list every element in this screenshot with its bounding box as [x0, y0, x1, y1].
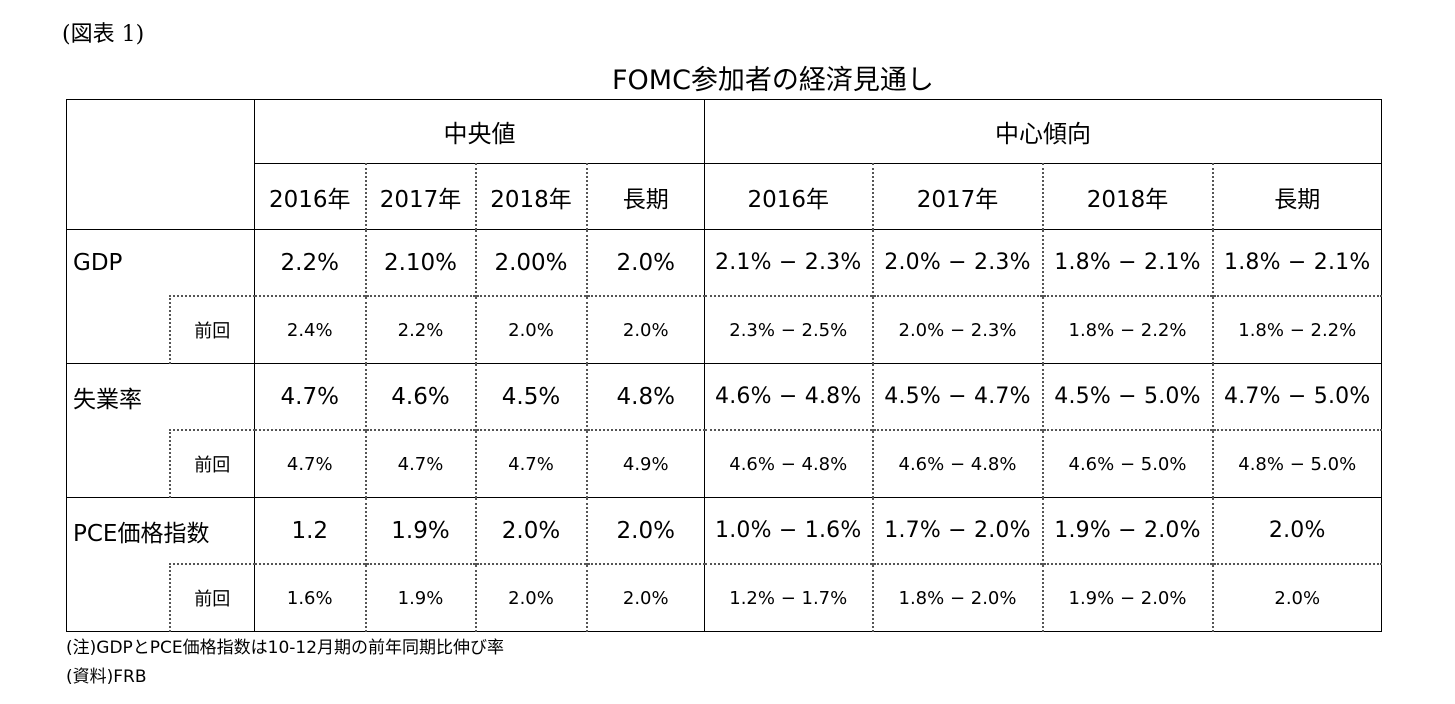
col-header: 2016年	[704, 163, 873, 230]
prev-value-cell: 1.2% − 1.7%	[704, 563, 873, 632]
prev-value-cell: 2.0% − 2.3%	[871, 295, 1043, 364]
value-cell: 1.2	[254, 497, 366, 565]
source-note: (資料)FRB	[66, 667, 147, 687]
table-row-gdp-previous: 前回 2.4% 2.2% 2.0% 2.0% 2.3% − 2.5% 2.0% …	[66, 295, 1382, 364]
value-cell: 2.0%	[585, 229, 705, 297]
prev-value-cell: 4.7%	[254, 429, 366, 498]
value-cell: 2.2%	[254, 229, 366, 297]
value-cell: 4.8%	[585, 363, 705, 431]
row-label: 失業率	[66, 363, 255, 430]
prev-value-cell: 2.0%	[474, 295, 587, 364]
prev-value-cell: 4.7%	[364, 429, 476, 498]
row-sublabel: 前回	[168, 563, 255, 632]
row-label-spacer	[66, 564, 170, 632]
prev-value-cell: 4.8% − 5.0%	[1211, 429, 1382, 498]
row-label: PCE価格指数	[66, 497, 255, 564]
col-header: 2018年	[474, 163, 587, 230]
row-sublabel: 前回	[168, 429, 255, 498]
value-cell: 4.5% − 4.7%	[871, 363, 1043, 431]
row-label: GDP	[66, 229, 255, 296]
prev-value-cell: 2.0%	[1211, 563, 1382, 632]
value-cell: 1.8% − 2.1%	[1211, 229, 1382, 297]
table-row-pce-previous: 前回 1.6% 1.9% 2.0% 2.0% 1.2% − 1.7% 1.8% …	[66, 563, 1382, 632]
row-sublabel: 前回	[168, 295, 255, 364]
value-cell: 1.7% − 2.0%	[871, 497, 1043, 565]
value-cell: 2.0%	[474, 497, 587, 565]
header-group-row: 中央値 中心傾向	[66, 99, 1382, 230]
prev-value-cell: 1.6%	[254, 563, 366, 632]
table-row-unemployment: 失業率 4.7% 4.6% 4.5% 4.8% 4.6% − 4.8% 4.5%…	[66, 363, 1382, 431]
prev-value-cell: 4.6% − 4.8%	[871, 429, 1043, 498]
prev-value-cell: 1.9%	[364, 563, 476, 632]
value-cell: 1.9%	[364, 497, 476, 565]
table-title: FOMC参加者の経済見通し	[612, 65, 934, 96]
prev-value-cell: 1.8% − 2.2%	[1211, 295, 1382, 364]
value-cell: 1.8% − 2.1%	[1041, 229, 1213, 297]
value-cell: 2.0%	[585, 497, 705, 565]
table-row-unemployment-previous: 前回 4.7% 4.7% 4.7% 4.9% 4.6% − 4.8% 4.6% …	[66, 429, 1382, 498]
value-cell: 2.10%	[364, 229, 476, 297]
prev-value-cell: 1.9% − 2.0%	[1041, 563, 1213, 632]
value-cell: 4.5% − 5.0%	[1041, 363, 1213, 431]
prev-value-cell: 2.0%	[585, 295, 705, 364]
value-cell: 2.0%	[1211, 497, 1382, 565]
value-cell: 4.6% − 4.8%	[704, 363, 873, 431]
row-label-spacer	[66, 296, 170, 364]
row-label-spacer	[66, 430, 170, 498]
value-cell: 4.5%	[474, 363, 587, 431]
col-header: 2017年	[871, 163, 1043, 230]
col-header: 長期	[1211, 163, 1382, 230]
value-cell: 4.6%	[364, 363, 476, 431]
value-cell: 4.7% − 5.0%	[1211, 363, 1382, 431]
table-row-gdp: GDP 2.2% 2.10% 2.00% 2.0% 2.1% − 2.3% 2.…	[66, 229, 1382, 297]
prev-value-cell: 2.3% − 2.5%	[704, 295, 873, 364]
col-header: 2018年	[1041, 163, 1213, 230]
value-cell: 4.7%	[254, 363, 366, 431]
footnote: (注)GDPとPCE価格指数は10-12月期の前年同期比伸び率	[66, 638, 505, 658]
figure-label: (図表 1)	[62, 22, 145, 47]
col-header: 2016年	[254, 163, 366, 230]
value-cell: 2.00%	[474, 229, 587, 297]
value-cell: 1.0% − 1.6%	[704, 497, 873, 565]
col-header: 2017年	[364, 163, 476, 230]
prev-value-cell: 1.8% − 2.2%	[1041, 295, 1213, 364]
prev-value-cell: 2.0%	[474, 563, 587, 632]
prev-value-cell: 2.2%	[364, 295, 476, 364]
header-year-row: 2016年 2017年 2018年 長期 2016年 2017年 2018年 長…	[67, 163, 1382, 230]
header-central-tendency: 中心傾向	[704, 99, 1382, 164]
header-median: 中央値	[254, 99, 705, 164]
col-header: 長期	[585, 163, 705, 230]
prev-value-cell: 4.7%	[474, 429, 587, 498]
value-cell: 1.9% − 2.0%	[1041, 497, 1213, 565]
value-cell: 2.1% − 2.3%	[704, 229, 873, 297]
value-cell: 2.0% − 2.3%	[871, 229, 1043, 297]
prev-value-cell: 4.6% − 5.0%	[1041, 429, 1213, 498]
corner-cell	[66, 99, 255, 230]
prev-value-cell: 4.6% − 4.8%	[704, 429, 873, 498]
prev-value-cell: 4.9%	[585, 429, 705, 498]
forecast-table: 中央値 中心傾向 2016年 2017年 2018年 長期 2016年 2017…	[66, 99, 1382, 632]
prev-value-cell: 1.8% − 2.0%	[871, 563, 1043, 632]
prev-value-cell: 2.4%	[254, 295, 366, 364]
table-row-pce: PCE価格指数 1.2 1.9% 2.0% 2.0% 1.0% − 1.6% 1…	[66, 497, 1382, 565]
prev-value-cell: 2.0%	[585, 563, 705, 632]
